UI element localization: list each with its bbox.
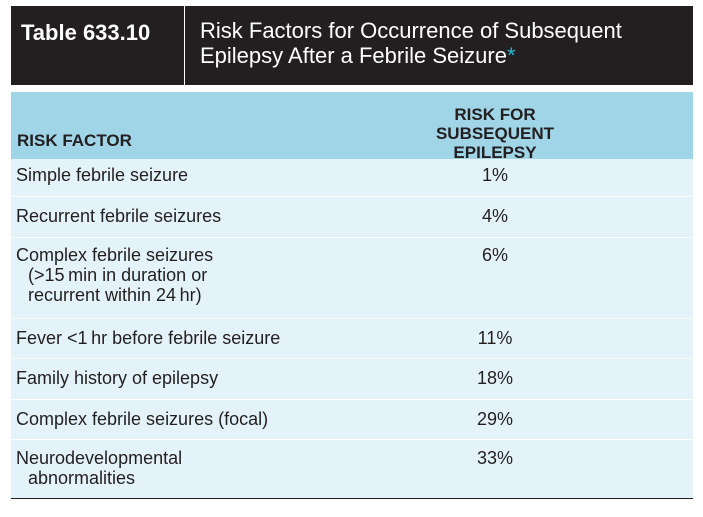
table-row: Recurrent febrile seizures 4%	[11, 197, 693, 238]
risk-value-cell: 18%	[476, 368, 514, 388]
table-body: Simple febrile seizure 1% Recurrent febr…	[11, 159, 693, 498]
risk-factor-cell: Complex febrile seizures (focal)	[16, 409, 269, 429]
table-row: Complex febrile seizures (>15 min in dur…	[11, 238, 693, 319]
table-title-line2: Epilepsy After a Febrile Seizure	[200, 43, 507, 68]
table-row: Fever <1 hr before febrile seizure 11%	[11, 319, 693, 359]
risk-value-cell: 11%	[477, 328, 513, 348]
risk-table: Table 633.10 Risk Factors for Occurrence…	[11, 6, 693, 499]
risk-factor-cell: Neurodevelopmental abnormalities	[11, 440, 405, 498]
table-row: Simple febrile seizure 1%	[11, 159, 693, 197]
risk-factor-detail: (>15 min in duration or	[28, 265, 208, 285]
column-header-risk: RISK FOR SUBSEQUENT EPILEPSY	[405, 92, 585, 162]
footnote-marker: *	[506, 43, 516, 68]
table-title-line1: Risk Factors for Occurrence of Subsequen…	[200, 18, 622, 43]
risk-factor-main: Complex febrile seizures	[16, 245, 214, 265]
table-title: Risk Factors for Occurrence of Subsequen…	[185, 6, 693, 85]
risk-value-cell: 29%	[476, 409, 514, 429]
table-header: Table 633.10 Risk Factors for Occurrence…	[11, 6, 693, 85]
risk-value-cell: 1%	[481, 165, 508, 185]
risk-factor-cell: Family history of epilepsy	[16, 368, 219, 388]
column-header-row: RISK FACTOR RISK FOR SUBSEQUENT EPILEPSY	[11, 92, 693, 162]
risk-value-cell: 4%	[481, 206, 508, 226]
risk-value-cell: 33%	[476, 448, 514, 468]
table-number: Table 633.10	[11, 6, 185, 85]
risk-factor-cell: Complex febrile seizures (>15 min in dur…	[11, 238, 405, 318]
table-row: Complex febrile seizures (focal) 29%	[11, 400, 693, 440]
table-row: Family history of epilepsy 18%	[11, 359, 693, 400]
risk-factor-continuation: abnormalities	[28, 468, 136, 488]
column-header-risk-line1: RISK FOR SUBSEQUENT	[435, 105, 555, 143]
table-row: Neurodevelopmental abnormalities 33%	[11, 440, 693, 498]
risk-factor-cell: Simple febrile seizure	[16, 165, 189, 185]
risk-factor-cell: Recurrent febrile seizures	[16, 206, 222, 226]
risk-value-cell: 6%	[481, 245, 508, 265]
table-bottom-rule	[11, 498, 693, 499]
column-header-risk-factor: RISK FACTOR	[17, 131, 132, 150]
risk-factor-detail: recurrent within 24 hr)	[28, 285, 202, 305]
risk-factor-cell: Fever <1 hr before febrile seizure	[16, 328, 281, 348]
column-header-risk-line2: EPILEPSY	[453, 143, 537, 162]
risk-factor-main: Neurodevelopmental	[16, 448, 183, 468]
